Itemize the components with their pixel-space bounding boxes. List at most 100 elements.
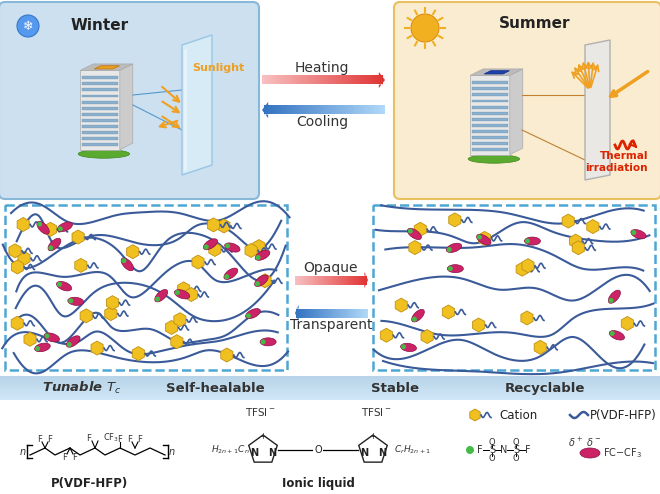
Bar	[82, 143, 117, 146]
FancyArrow shape	[284, 106, 286, 115]
Bar	[0, 376, 660, 377]
Bar	[0, 396, 660, 397]
FancyArrow shape	[319, 106, 321, 115]
Text: N: N	[378, 448, 386, 458]
Polygon shape	[11, 260, 24, 274]
Text: $n$: $n$	[19, 447, 27, 457]
Text: N: N	[268, 448, 277, 458]
Polygon shape	[75, 258, 87, 272]
Bar	[82, 88, 117, 91]
Polygon shape	[5, 205, 287, 370]
FancyArrow shape	[321, 308, 323, 318]
FancyArrow shape	[314, 106, 316, 115]
FancyArrow shape	[352, 308, 353, 318]
FancyArrow shape	[368, 106, 370, 115]
FancyArrow shape	[331, 276, 333, 285]
Circle shape	[447, 247, 451, 252]
Ellipse shape	[34, 343, 50, 352]
FancyArrow shape	[379, 72, 385, 88]
Bar	[0, 393, 660, 394]
Circle shape	[401, 344, 406, 349]
Circle shape	[37, 222, 42, 227]
FancyArrow shape	[296, 76, 299, 84]
Text: F: F	[86, 434, 92, 443]
FancyArrow shape	[301, 308, 302, 318]
FancyArrow shape	[339, 106, 341, 115]
FancyArrow shape	[380, 106, 383, 115]
FancyArrow shape	[305, 308, 307, 318]
Circle shape	[67, 342, 72, 347]
Ellipse shape	[57, 222, 73, 232]
FancyArrow shape	[329, 76, 331, 84]
FancyArrow shape	[358, 76, 360, 84]
Ellipse shape	[68, 297, 84, 305]
Polygon shape	[585, 40, 610, 180]
Bar	[0, 395, 660, 396]
FancyArrow shape	[305, 276, 307, 285]
FancyArrow shape	[318, 276, 320, 285]
Polygon shape	[44, 222, 57, 236]
Circle shape	[525, 239, 530, 244]
FancyArrow shape	[306, 76, 309, 84]
FancyArrow shape	[302, 76, 304, 84]
Polygon shape	[182, 35, 212, 175]
FancyArrow shape	[262, 102, 268, 118]
Bar	[0, 397, 660, 398]
FancyArrow shape	[336, 308, 337, 318]
FancyArrow shape	[312, 106, 314, 115]
Ellipse shape	[447, 265, 463, 273]
Bar	[82, 125, 117, 128]
FancyArrow shape	[289, 76, 292, 84]
Ellipse shape	[609, 330, 624, 340]
FancyArrow shape	[361, 276, 362, 285]
FancyArrow shape	[326, 106, 329, 115]
Ellipse shape	[468, 155, 519, 163]
Text: S: S	[489, 445, 495, 455]
FancyArrow shape	[345, 276, 346, 285]
Text: Ionic liquid: Ionic liquid	[282, 477, 354, 490]
FancyArrow shape	[304, 276, 305, 285]
FancyArrow shape	[277, 106, 279, 115]
Text: Winter: Winter	[71, 17, 129, 33]
Text: Self-healable: Self-healable	[166, 381, 264, 395]
FancyArrow shape	[360, 106, 363, 115]
FancyBboxPatch shape	[0, 2, 259, 199]
Polygon shape	[106, 295, 119, 310]
Polygon shape	[11, 316, 23, 330]
Text: $\delta^+$ $\delta^-$: $\delta^+$ $\delta^-$	[568, 435, 602, 449]
Bar	[82, 82, 117, 85]
FancyArrow shape	[321, 276, 323, 285]
Text: $n$: $n$	[168, 447, 176, 457]
Circle shape	[155, 296, 160, 302]
Polygon shape	[470, 409, 480, 421]
Bar	[473, 112, 508, 115]
Bar	[0, 392, 660, 393]
FancyArrow shape	[302, 106, 304, 115]
FancyArrow shape	[304, 308, 305, 318]
FancyArrow shape	[308, 308, 310, 318]
Text: ❄: ❄	[22, 19, 33, 33]
Text: F: F	[127, 435, 133, 444]
Circle shape	[57, 282, 62, 287]
Text: TFSI$^-$: TFSI$^-$	[360, 406, 391, 418]
Bar	[473, 149, 508, 151]
Polygon shape	[72, 230, 84, 244]
Text: F: F	[137, 435, 143, 444]
FancyArrow shape	[358, 276, 359, 285]
FancyArrow shape	[358, 106, 360, 115]
Circle shape	[466, 446, 474, 454]
Circle shape	[261, 339, 265, 344]
FancyArrow shape	[346, 106, 348, 115]
FancyArrow shape	[286, 106, 289, 115]
FancyArrow shape	[373, 76, 375, 84]
Text: $C_rH_{2n+1}$: $C_rH_{2n+1}$	[395, 444, 432, 456]
Circle shape	[609, 298, 614, 303]
Polygon shape	[522, 259, 534, 273]
FancyArrow shape	[343, 276, 345, 285]
Bar	[473, 93, 508, 96]
Text: F: F	[38, 435, 42, 444]
FancyArrow shape	[360, 76, 363, 84]
Bar	[0, 377, 660, 378]
FancyArrow shape	[302, 276, 304, 285]
Polygon shape	[81, 71, 120, 150]
